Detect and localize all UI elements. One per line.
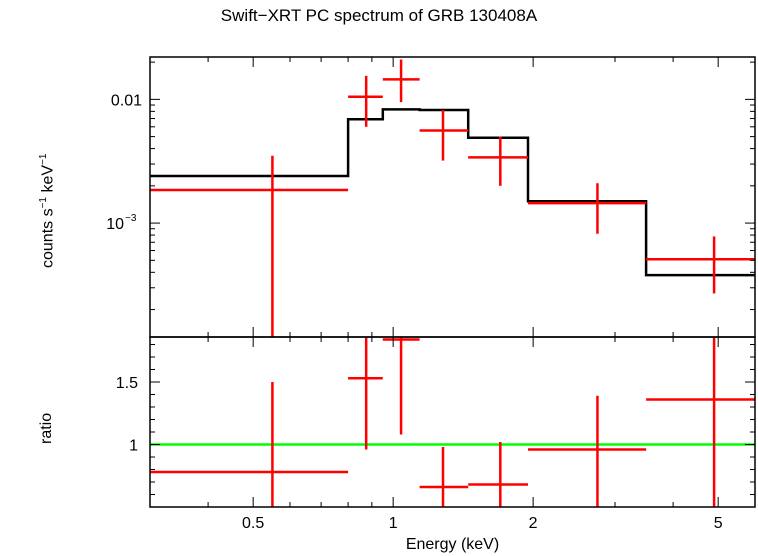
top-y-tick-label-0: 0.01 xyxy=(111,92,142,109)
ylabel-exp-2: −1 xyxy=(38,153,49,165)
top-y-tick-label-exp-1: −3 xyxy=(125,213,137,224)
x-axis-label: Energy (keV) xyxy=(405,536,500,553)
x-tick-label-5: 5 xyxy=(714,515,723,532)
ylabel-part-kev: keV xyxy=(39,164,57,197)
top-panel-y-axis-label: counts s−1 keV−1 xyxy=(38,154,57,268)
bottom-panel-y-axis-label: ratio xyxy=(38,412,55,444)
x-tick-label-0.5: 0.5 xyxy=(242,515,264,532)
top-y-tick-label-1: 10 xyxy=(106,216,124,233)
bottom-panel-frame xyxy=(149,336,756,508)
x-tick-label-2: 2 xyxy=(529,515,538,532)
chart-title: Swift−XRT PC spectrum of GRB 130408A xyxy=(220,6,538,25)
ylabel-exp-1: −1 xyxy=(38,197,49,209)
bottom-y-tick-label-1: 1.5 xyxy=(116,375,138,392)
bottom-y-tick-label-0: 1 xyxy=(129,438,138,455)
top-panel-frame xyxy=(149,56,756,338)
ylabel-part-counts: counts s xyxy=(39,208,57,268)
x-tick-label-1: 1 xyxy=(389,515,398,532)
model-step-line xyxy=(150,108,755,277)
